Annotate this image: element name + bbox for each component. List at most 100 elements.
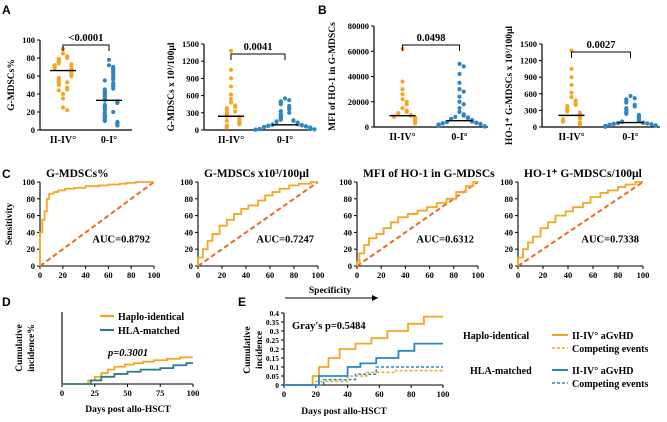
data-point-ii-iv: [224, 125, 229, 130]
x-tick-label: 0: [196, 270, 200, 280]
data-point-0-i: [649, 122, 654, 127]
roc-curve: [517, 181, 643, 266]
y-tick-label: 60: [27, 71, 36, 81]
roc-ho1-count: 0 20 40 60 80 100 0 20 40 60 80 100 HO-1⁺ G-MDSCs/10…: [500, 168, 649, 280]
roc-ho1-mfi: 0 20 40 60 80 100 0 20 40 60 80 100 MFI of HO-1 in G…: [285, 168, 495, 301]
data-point-0-i: [266, 123, 271, 129]
data-point-ii-iv: [60, 105, 66, 110]
data-point-ii-iv: [400, 79, 405, 84]
data-point-0-i: [624, 111, 629, 116]
data-point-0-i: [111, 109, 116, 115]
data-point-ii-iv: [60, 51, 66, 56]
data-point-ii-iv: [233, 104, 238, 110]
y-tick-label: 20: [185, 244, 194, 254]
x-tick-label: 20: [59, 270, 68, 280]
data-point-0-i: [303, 124, 309, 129]
y-axis-label-line1: Cumulative: [243, 326, 253, 374]
y-tick-label: 40: [27, 89, 36, 99]
data-point-0-i: [299, 123, 304, 128]
gray-p-value-label: Gray's p=0.5484: [292, 321, 366, 332]
data-point-ii-iv: [228, 48, 234, 53]
data-point-ii-iv: [65, 87, 70, 92]
y-tick-label: 20: [27, 107, 36, 117]
x-tick-label: 0: [60, 388, 64, 398]
data-point-ii-iv: [228, 67, 234, 72]
auc-label: AUC=0.7338: [581, 234, 639, 245]
reference-diagonal: [517, 181, 644, 267]
data-point-ii-iv: [228, 92, 234, 97]
y-tick-label: 100: [22, 177, 35, 187]
x-tick-label: 100: [637, 270, 650, 280]
chart-a-gmdsc-percent: 0 20 40 60 80 100 II-IV° 0-I° <0.0001 G-MDSCs%: [7, 33, 132, 146]
data-point-ii-iv: [65, 80, 70, 85]
roc-curve: [356, 181, 478, 266]
data-point-ii-iv: [65, 108, 70, 113]
x-tick-label: 40: [564, 270, 573, 280]
y-axis-label: G-MDSCs x 10³/100µl: [167, 42, 177, 131]
data-point-0-i: [106, 57, 112, 62]
significance-label: <0.0001: [69, 33, 104, 44]
legend-e-haplo-competing-label: Competing events: [572, 344, 648, 355]
y-tick-label: 0.1: [270, 363, 280, 372]
x-tick-label: 25: [91, 388, 100, 398]
y-tick-label: 20000: [348, 97, 369, 107]
data-point-0-i: [628, 93, 633, 99]
data-point-ii-iv: [52, 65, 57, 70]
x-tick-label: 0: [516, 270, 520, 280]
data-point-0-i: [632, 96, 637, 101]
chart-e-competing-risk: 0 20 40 60 80 100 00.050.10.150.20.250.30.350.…: [243, 309, 449, 417]
y-tick-label: 0.05: [266, 372, 279, 381]
data-point-0-i: [257, 127, 262, 132]
panel-label-c: C: [2, 167, 11, 181]
x-tick-label: 80: [407, 389, 416, 399]
y-tick-label: 20: [344, 244, 353, 254]
y-tick-label: 60: [27, 211, 36, 221]
y-tick-label: 0.35: [266, 318, 279, 327]
data-point-ii-iv: [60, 91, 66, 97]
y-tick-label: 900: [186, 73, 199, 83]
x-tick-label: 75: [156, 388, 165, 398]
data-point-ii-iv: [228, 84, 234, 89]
y-tick-label: 1500: [182, 39, 199, 49]
category-label: II-IV°: [50, 135, 76, 146]
significance-bracket: [230, 53, 286, 60]
data-point-ii-iv: [228, 96, 234, 102]
category-label: II-IV°: [558, 132, 584, 143]
specificity-arrow-head: [372, 295, 378, 301]
y-tick-label: 80: [505, 194, 514, 204]
chart-b-ho1-count: 0 300 600 900 1200 1500 II-IV° 0-I° 0.0027 HO-1⁺ …: [505, 26, 660, 145]
y-tick-label: 900: [524, 72, 537, 82]
y-tick-label: 1500: [520, 39, 537, 49]
x-tick-label: 100: [148, 270, 161, 280]
data-point-0-i: [478, 122, 483, 127]
data-point-ii-iv: [224, 118, 229, 123]
x-tick-label: 40: [401, 270, 410, 280]
curve-haplo-identical: [62, 356, 193, 385]
significance-label: 0.0041: [244, 42, 273, 53]
data-point-ii-iv: [577, 122, 583, 127]
y-axis-label: MFI of HO-1 in G-MDSCs: [328, 22, 338, 131]
data-point-0-i: [457, 94, 462, 99]
y-axis-label-line2: incidence: [255, 331, 265, 369]
y-tick-label: 0: [509, 261, 513, 271]
data-point-0-i: [261, 125, 267, 130]
data-point-ii-iv: [577, 116, 583, 121]
x-tick-label: 20: [312, 389, 321, 399]
x-tick-label: 60: [375, 389, 384, 399]
data-point-0-i: [457, 61, 462, 66]
panel-label-b: B: [318, 3, 327, 17]
y-tick-label: 40: [344, 227, 353, 237]
roc-curve: [197, 181, 318, 266]
y-tick-label: 0: [189, 261, 193, 271]
y-tick-label: 0.2: [270, 345, 280, 354]
chart-b-ho1-mfi: 0 20000 40000 60000 80000 II-IV° 0-I° 0.0498 MFI…: [328, 21, 488, 143]
y-tick-label: 60: [505, 211, 514, 221]
x-tick-label: 20: [539, 270, 548, 280]
y-tick-label: 100: [180, 177, 193, 187]
y-tick-label: 100: [339, 177, 352, 187]
data-point-0-i: [115, 100, 120, 106]
auc-label: AUC=0.7247: [256, 234, 314, 245]
x-tick-label: 60: [104, 270, 113, 280]
y-tick-label: 40: [505, 227, 514, 237]
